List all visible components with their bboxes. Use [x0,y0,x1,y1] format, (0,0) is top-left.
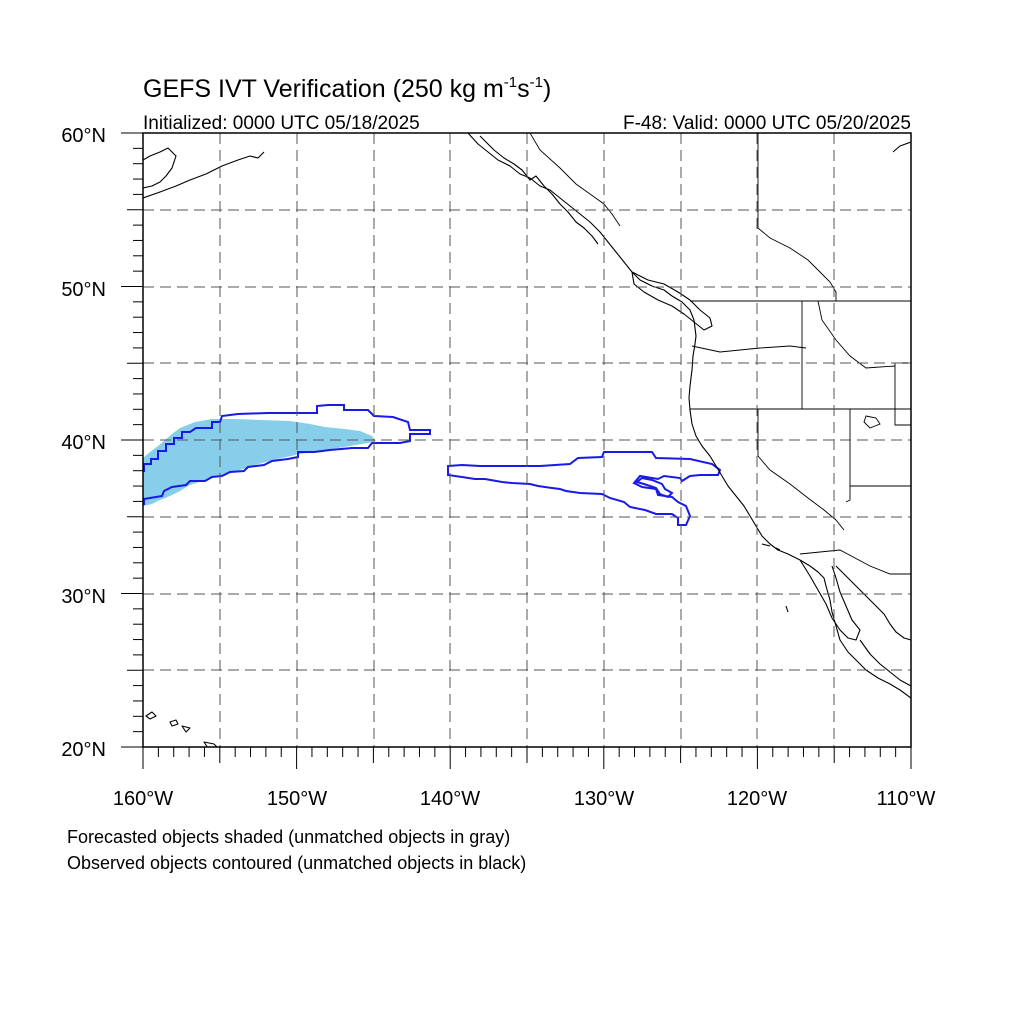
lon-label-150w: 150°W [267,788,327,810]
vancouver-island [631,271,713,331]
alaska-coastline [143,147,177,189]
alaska-peninsula [143,151,265,199]
idaho-montana-border [817,300,896,369]
longitude-labels: 160°W 150°W 140°W 130°W 120°W 110°W [113,788,936,810]
figure-title: GEFS IVT Verification (250 kg m-1s-1) [143,74,551,103]
lon-label-140w: 140°W [420,788,480,810]
lake-marker [863,415,881,429]
yukon-bc-border [757,133,837,301]
lat-label-30: 30°N [61,586,106,608]
gulf-of-california-coast [835,565,911,641]
lon-label-110w: 110°W [877,788,936,810]
lat-label-20: 20°N [61,739,106,761]
init-time-label: Initialized: 0000 UTC 05/18/2025 [143,113,420,134]
hudson-coast-ne [892,141,911,153]
valid-time-label: F-48: Valid: 0000 UTC 05/20/2025 [623,113,911,134]
map-plot-area [121,132,912,769]
lat-label-50: 50°N [61,279,106,301]
forecast-object [143,419,376,506]
latitude-labels: 60°N 50°N 40°N 30°N 20°N [61,125,106,761]
lat-label-60: 60°N [61,125,106,147]
wyoming-border [894,362,911,426]
observed-object-east-inner [634,476,674,499]
nevada-utah-border [845,409,851,503]
footnote-forecast: Forecasted objects shaded (unmatched obj… [67,827,510,847]
lat-label-40: 40°N [61,432,106,454]
observed-object-east [447,451,722,526]
mainland-mexico-coast [859,639,911,687]
lon-label-120w: 120°W [727,788,787,810]
observed-object-west [143,404,431,505]
alaska-southeast-coast [479,135,599,245]
hawaii-islands [145,711,218,747]
north-america-coastline [467,133,911,699]
lon-label-160w: 160°W [113,788,173,810]
washington-oregon-border [691,345,807,353]
footnote-observed: Observed objects contoured (unmatched ob… [67,853,526,873]
graticule [143,133,911,747]
california-nevada-border [757,409,845,531]
us-mexico-border [799,549,911,575]
alaska-canada-border [529,133,621,227]
axis-ticks [121,132,912,769]
lon-label-130w: 130°W [574,788,634,810]
channel-islands [761,543,789,613]
